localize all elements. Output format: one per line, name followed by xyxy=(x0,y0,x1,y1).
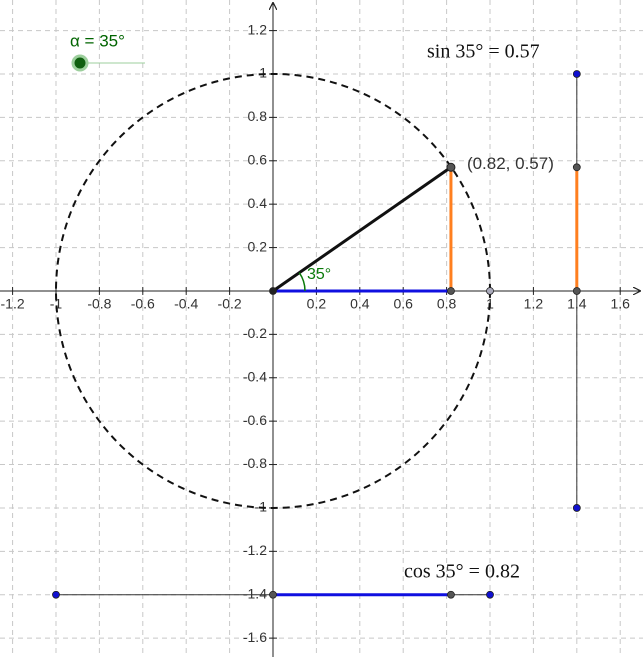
point xyxy=(447,590,455,599)
x-tick-label: 0.6 xyxy=(393,296,413,312)
x-tick-label: 0.4 xyxy=(350,296,370,312)
point xyxy=(447,287,455,295)
x-tick-label: -0.4 xyxy=(174,296,198,312)
x-tick-label: 0.2 xyxy=(307,296,327,312)
x-tick-label: -1.2 xyxy=(1,296,25,312)
x-tick-label: 1.2 xyxy=(524,296,544,312)
y-tick-label: 0.6 xyxy=(248,151,268,167)
point xyxy=(572,504,581,512)
y-tick-label: -1.6 xyxy=(243,629,267,645)
x-tick-label: 1.6 xyxy=(610,296,630,312)
y-tick-label: -0.6 xyxy=(243,412,267,428)
angle-arc xyxy=(298,272,306,291)
cos-label: cos 35° = 0.82 xyxy=(404,561,520,583)
y-tick-label: 1 xyxy=(259,65,267,81)
point xyxy=(269,590,277,599)
x-tick-label: -0.2 xyxy=(218,296,242,312)
point xyxy=(572,163,581,172)
y-tick-label: -0.4 xyxy=(243,368,267,384)
slider-knob[interactable] xyxy=(71,54,89,72)
point-p xyxy=(446,162,456,172)
content: -1.2 -1 -0.8 -0.6 -0.4 -0.2 0.2 0.4 0.6 0.8 1 1.2 1.… xyxy=(0,3,640,657)
y-tick-label: 0.8 xyxy=(248,108,268,124)
angle-label: 35° xyxy=(307,266,331,283)
x-tick-label: -0.8 xyxy=(87,296,111,312)
x-tick-label: 0.8 xyxy=(437,296,457,312)
point xyxy=(486,287,494,295)
point xyxy=(486,590,494,599)
point-label: (0.82, 0.57) xyxy=(467,154,554,173)
y-tick-label: -0.2 xyxy=(243,325,267,341)
x-tick-label: -0.6 xyxy=(131,296,155,312)
y-tick-label: 0.2 xyxy=(248,238,268,254)
sin-label: sin 35° = 0.57 xyxy=(427,41,540,63)
point xyxy=(572,287,581,295)
y-tick-label: -0.8 xyxy=(243,455,267,471)
y-tick-label: -1.4 xyxy=(243,585,267,601)
point xyxy=(572,70,581,78)
radius xyxy=(272,166,452,293)
slider-label: α = 35° xyxy=(70,31,125,50)
y-tick-label: 1.2 xyxy=(248,21,268,37)
x-tick-label: -1 xyxy=(50,296,63,312)
point xyxy=(52,590,60,599)
y-tick-label: -1.2 xyxy=(243,542,267,558)
y-tick-label: 0.4 xyxy=(248,195,268,211)
origin xyxy=(269,287,277,295)
